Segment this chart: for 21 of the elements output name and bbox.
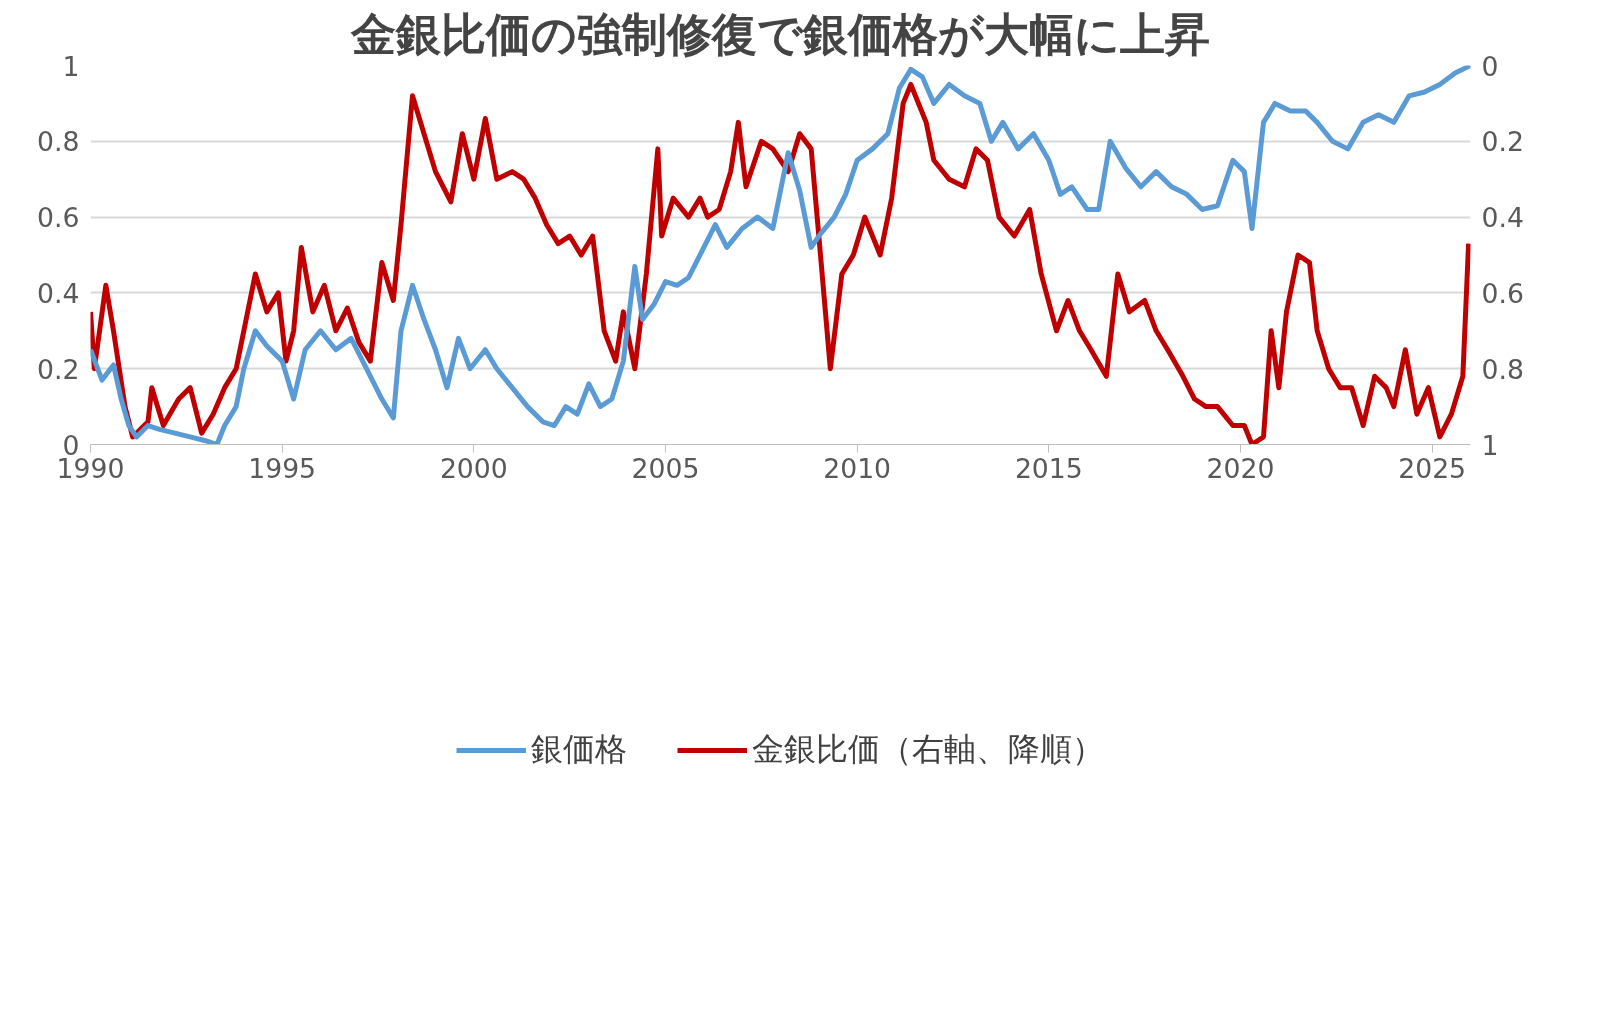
y-tick-label: 1 bbox=[62, 50, 80, 82]
x-tick-label: 2010 bbox=[823, 452, 892, 484]
y-tick-label: 0.4 bbox=[37, 277, 80, 309]
y2-tick-label: 0.4 bbox=[1481, 202, 1524, 234]
y2-tick-label: 0.2 bbox=[1481, 126, 1524, 158]
y2-tick-label: 0.8 bbox=[1481, 353, 1524, 385]
x-tick-label: 2020 bbox=[1206, 452, 1275, 484]
y2-tick-label: 1 bbox=[1481, 429, 1499, 461]
x-tick-label: 2015 bbox=[1014, 452, 1083, 484]
y-tick-label: 0.2 bbox=[37, 353, 80, 385]
y2-tick-label: 0.6 bbox=[1481, 277, 1524, 309]
y-tick-label: 0.8 bbox=[37, 126, 80, 158]
x-tick-label: 2005 bbox=[631, 452, 700, 484]
legend-label: 銀価格 bbox=[531, 729, 627, 770]
chart-title: 金銀比価の強制修復で銀価格が大幅に上昇 bbox=[350, 7, 1210, 61]
x-tick-label: 2025 bbox=[1398, 452, 1467, 484]
x-tick-label: 2000 bbox=[439, 452, 508, 484]
y-tick-label: 0.6 bbox=[37, 202, 80, 234]
legend-label: 金銀比価（右軸、降順） bbox=[752, 729, 1104, 770]
y2-tick-label: 0 bbox=[1481, 50, 1499, 82]
x-tick-label: 1995 bbox=[248, 452, 317, 484]
